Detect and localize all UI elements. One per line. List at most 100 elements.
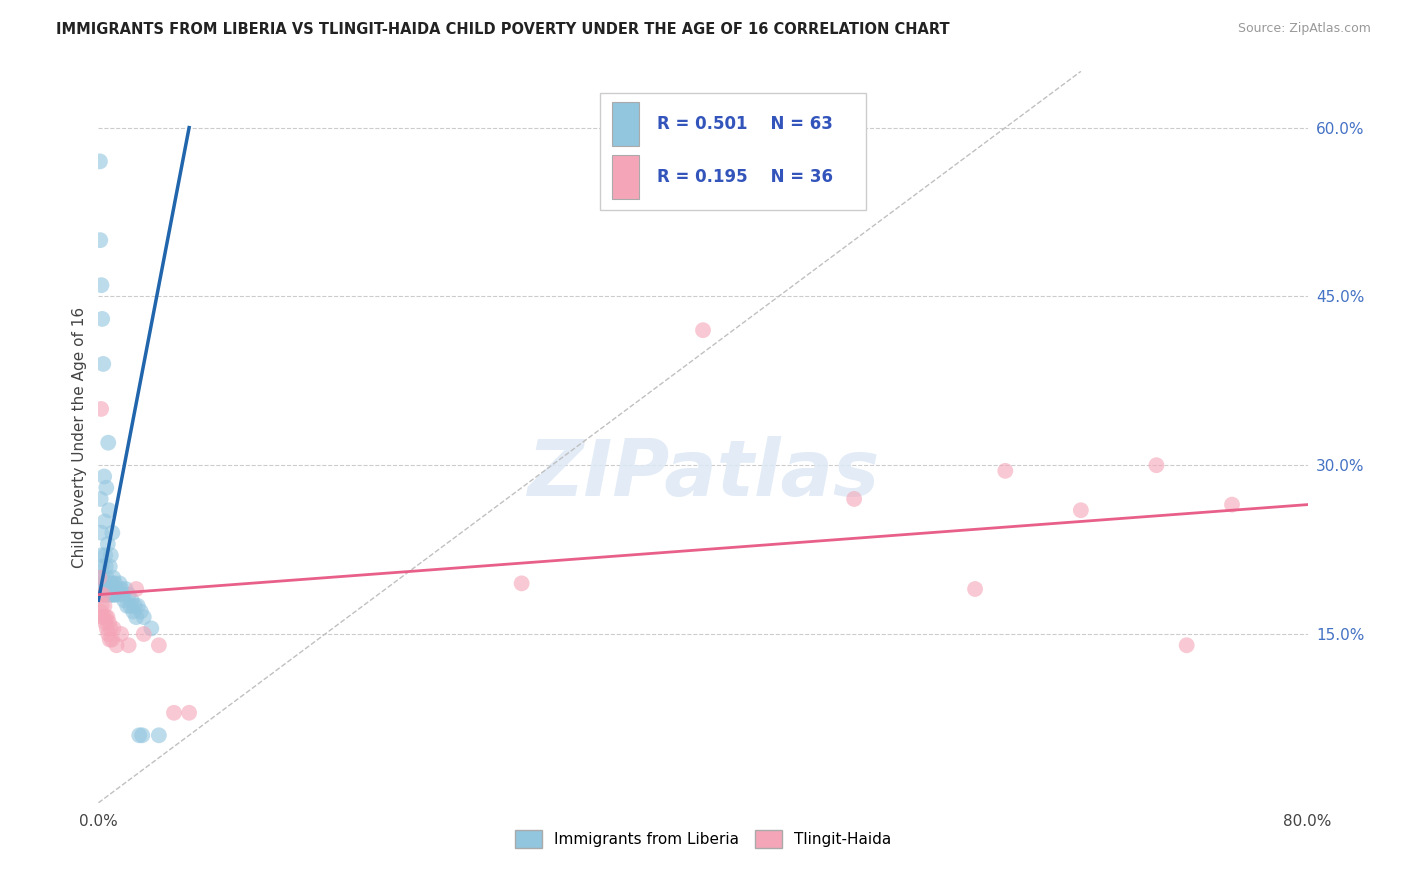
Point [110,582,132,596]
Point [105,582,128,596]
Point [98,588,121,602]
Text: R = 0.501    N = 63: R = 0.501 N = 63 [657,115,832,133]
Point [112,593,135,607]
Point [96,582,118,596]
Point [111,588,134,602]
Point [104,588,127,602]
Point [105,638,128,652]
Point [96,610,118,624]
Point [90,278,112,293]
Point [125,582,148,596]
Point [131,728,153,742]
Point [103,621,125,635]
Text: ZIPatlas: ZIPatlas [527,435,879,512]
Point [125,610,148,624]
Point [98,576,121,591]
Point [97,588,120,602]
Point [692,323,714,337]
Point [94,588,117,602]
Point [141,621,163,635]
Point [91,357,114,371]
Point [100,588,122,602]
Legend: Immigrants from Liberia, Tlingit-Haida: Immigrants from Liberia, Tlingit-Haida [509,824,897,854]
Point [89,605,111,619]
Point [89,571,111,585]
Point [91,588,114,602]
Point [1175,638,1198,652]
Point [118,588,141,602]
Point [163,706,186,720]
Point [90,525,112,540]
Point [91,571,114,585]
Point [104,576,127,591]
Text: R = 0.195    N = 36: R = 0.195 N = 36 [657,169,832,186]
Point [93,610,115,624]
Point [98,559,121,574]
Point [965,582,987,596]
Point [148,728,170,742]
Y-axis label: Child Poverty Under the Age of 16: Child Poverty Under the Age of 16 [72,307,87,567]
Point [89,571,111,585]
Point [101,525,124,540]
Point [98,632,121,647]
Point [96,571,118,585]
Point [90,599,112,613]
Point [89,233,111,247]
Point [94,615,117,630]
Point [110,627,132,641]
Point [129,605,152,619]
Point [124,599,146,613]
Point [128,728,150,742]
Point [103,571,125,585]
Point [132,610,155,624]
Point [97,537,120,551]
Point [94,548,117,562]
Point [1220,498,1243,512]
Point [91,312,114,326]
Point [96,621,118,635]
Point [96,481,118,495]
Point [93,588,115,602]
Point [90,548,112,562]
Point [96,576,118,591]
Point [132,627,155,641]
Point [1144,458,1167,473]
Point [127,599,149,613]
Point [93,582,115,596]
Point [101,632,124,647]
Point [97,627,120,641]
Bar [613,155,638,200]
Point [90,559,112,574]
Point [118,638,141,652]
Point [100,548,122,562]
Point [91,576,114,591]
Point [114,582,136,596]
Point [90,401,112,416]
Point [100,576,122,591]
Point [1070,503,1092,517]
Point [89,154,111,169]
Point [101,588,124,602]
Point [115,599,138,613]
Point [510,576,533,591]
FancyBboxPatch shape [600,94,866,211]
Point [90,491,112,506]
Point [100,582,122,596]
Point [108,576,131,591]
Point [120,599,142,613]
Point [179,706,201,720]
Point [103,588,125,602]
Point [97,435,120,450]
Point [94,559,117,574]
Point [100,621,122,635]
Point [103,582,125,596]
Text: IMMIGRANTS FROM LIBERIA VS TLINGIT-HAIDA CHILD POVERTY UNDER THE AGE OF 16 CORRE: IMMIGRANTS FROM LIBERIA VS TLINGIT-HAIDA… [56,22,950,37]
Point [994,464,1017,478]
Point [148,638,170,652]
Point [94,610,117,624]
Point [90,588,112,602]
Point [121,593,143,607]
Point [122,605,145,619]
Point [91,610,114,624]
Point [98,615,121,630]
